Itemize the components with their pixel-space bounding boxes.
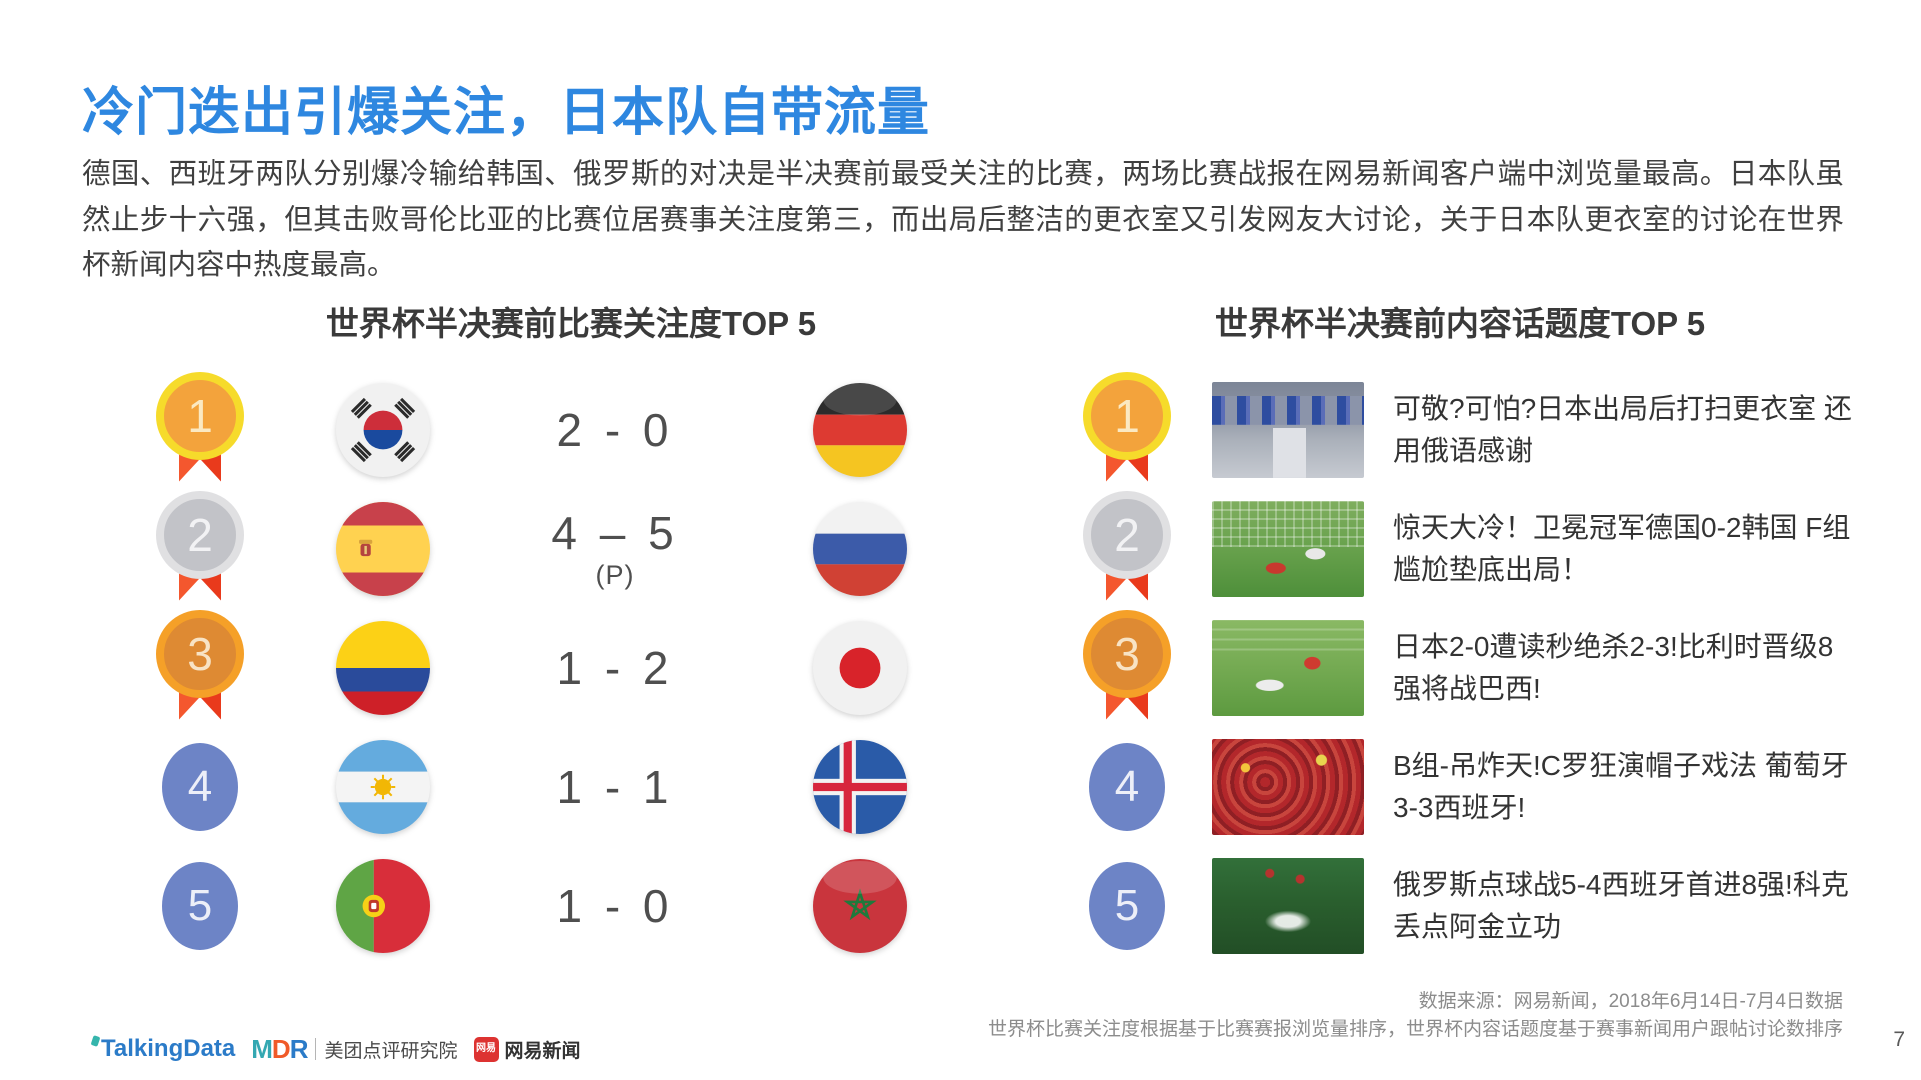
flag-co-icon	[335, 620, 430, 715]
match-row: 3 1 - 2	[90, 608, 962, 727]
left-section-title: 世界杯半决赛前比赛关注度TOP 5	[325, 305, 817, 342]
score-cell: 1 - 2	[556, 641, 673, 695]
page-number: 7	[1893, 1028, 1905, 1051]
rank-3-bronze-medal-icon: 3	[1082, 609, 1172, 726]
page-title: 冷门迭出引爆关注，日本队自带流量	[82, 84, 931, 142]
news-item: 1 可敬?可怕?日本出局后打扫更衣室 还用俄语感谢	[1060, 370, 1860, 489]
rank-4-badge: 4	[162, 742, 238, 831]
match-row: 2 4 – 5 (P)	[90, 489, 962, 608]
score-cell: 4 – 5 (P)	[551, 506, 678, 591]
news-thumbnail	[1211, 738, 1364, 835]
news-thumbnail	[1211, 857, 1364, 954]
netease-badge-icon: 网易	[473, 1036, 499, 1062]
flag-is-icon	[813, 739, 907, 834]
score-cell: 2 - 0	[556, 403, 673, 457]
flag-es-icon	[335, 501, 430, 596]
match-row: 1 2 - 0	[90, 370, 962, 489]
rank-5-badge: 5	[1089, 861, 1165, 950]
news-item: 5 俄罗斯点球战5-4西班牙首进8强!科克丢点阿金立功	[1060, 846, 1860, 965]
flag-ru-icon	[813, 501, 907, 596]
rank-number: 3	[1083, 609, 1171, 698]
content-topic-section: 世界杯半决赛前内容话题度TOP 5 1 可敬?可怕?日本出局后打扫更衣室 还用俄…	[1060, 300, 1860, 965]
news-headline: 日本2-0遭读秒绝杀2-3!比利时晋级8强将战巴西!	[1393, 630, 1834, 704]
netease-news-logo: 网易 网易新闻	[473, 1036, 581, 1063]
match-score: 2 - 0	[556, 403, 674, 456]
flag-ar-icon	[335, 739, 430, 834]
news-thumbnail	[1211, 381, 1364, 478]
data-source-note: 数据来源：网易新闻，2018年6月14日-7月4日数据 世界杯比赛关注度根据基于…	[988, 988, 1843, 1043]
flag-de-icon	[813, 382, 907, 477]
news-thumbnail	[1211, 500, 1364, 597]
score-cell: 1 - 0	[556, 879, 673, 933]
rank-number: 1	[156, 371, 244, 460]
rank-5-badge: 5	[162, 861, 238, 950]
match-row: 5 1 - 0	[90, 846, 962, 965]
match-score: 1 - 2	[556, 641, 674, 694]
source-line-1: 数据来源：网易新闻，2018年6月14日-7月4日数据	[1418, 991, 1843, 1012]
match-score: 4 – 5	[551, 507, 679, 559]
source-line-2: 世界杯比赛关注度根据基于比赛赛报浏览量排序，世界杯内容话题度基于赛事新闻用户跟帖…	[987, 1018, 1843, 1040]
match-score: 1 - 1	[556, 760, 674, 813]
penalty-note: (P)	[595, 560, 635, 590]
rank-number: 3	[156, 609, 244, 698]
news-list: 1 可敬?可怕?日本出局后打扫更衣室 还用俄语感谢 2 惊天大冷！卫冕冠军德国0…	[1060, 370, 1860, 965]
rank-number: 2	[1083, 490, 1171, 579]
news-item: 4 B组-吊炸天!C罗狂演帽子戏法 葡萄牙3-3西班牙!	[1060, 727, 1860, 846]
news-headline: 惊天大冷！卫冕冠军德国0-2韩国 F组尴尬垫底出局！	[1393, 511, 1851, 585]
flag-ma-icon	[813, 858, 907, 953]
rank-number: 1	[1083, 371, 1171, 460]
rank-1-gold-medal-icon: 1	[1082, 371, 1172, 488]
rank-1-gold-medal-icon: 1	[155, 371, 245, 488]
news-item: 3 日本2-0遭读秒绝杀2-3!比利时晋级8强将战巴西!	[1060, 608, 1860, 727]
right-section-title: 世界杯半决赛前内容话题度TOP 5	[1214, 305, 1706, 342]
news-headline: 可敬?可怕?日本出局后打扫更衣室 还用俄语感谢	[1393, 392, 1852, 466]
flag-pt-icon	[335, 858, 430, 953]
news-item: 2 惊天大冷！卫冕冠军德国0-2韩国 F组尴尬垫底出局！	[1060, 489, 1860, 608]
flag-jp-icon	[813, 620, 907, 715]
rank-4-badge: 4	[1089, 742, 1165, 831]
news-thumbnail	[1211, 619, 1364, 716]
logo-divider	[315, 1038, 317, 1060]
match-list: 1 2 - 0 2 4 – 5 (P)	[90, 370, 962, 965]
news-headline: B组-吊炸天!C罗狂演帽子戏法 葡萄牙3-3西班牙!	[1393, 749, 1849, 823]
flag-kr-icon	[335, 382, 430, 477]
match-row: 4 1 - 1	[90, 727, 962, 846]
news-headline: 俄罗斯点球战5-4西班牙首进8强!科克丢点阿金立功	[1393, 868, 1849, 942]
talkingdata-logo: TalkingData	[90, 1035, 235, 1063]
rank-2-silver-medal-icon: 2	[155, 490, 245, 607]
intro-paragraph: 德国、西班牙两队分别爆冷输给韩国、俄罗斯的对决是半决赛前最受关注的比赛，两场比赛…	[82, 158, 1844, 282]
talkingdata-tick-icon	[90, 1035, 101, 1047]
rank-3-bronze-medal-icon: 3	[155, 609, 245, 726]
match-attention-section: 世界杯半决赛前比赛关注度TOP 5 1 2 - 0 2	[90, 300, 962, 965]
score-cell: 1 - 1	[556, 760, 673, 814]
rank-number: 2	[156, 490, 244, 579]
match-score: 1 - 0	[556, 879, 674, 932]
rank-2-silver-medal-icon: 2	[1082, 490, 1172, 607]
